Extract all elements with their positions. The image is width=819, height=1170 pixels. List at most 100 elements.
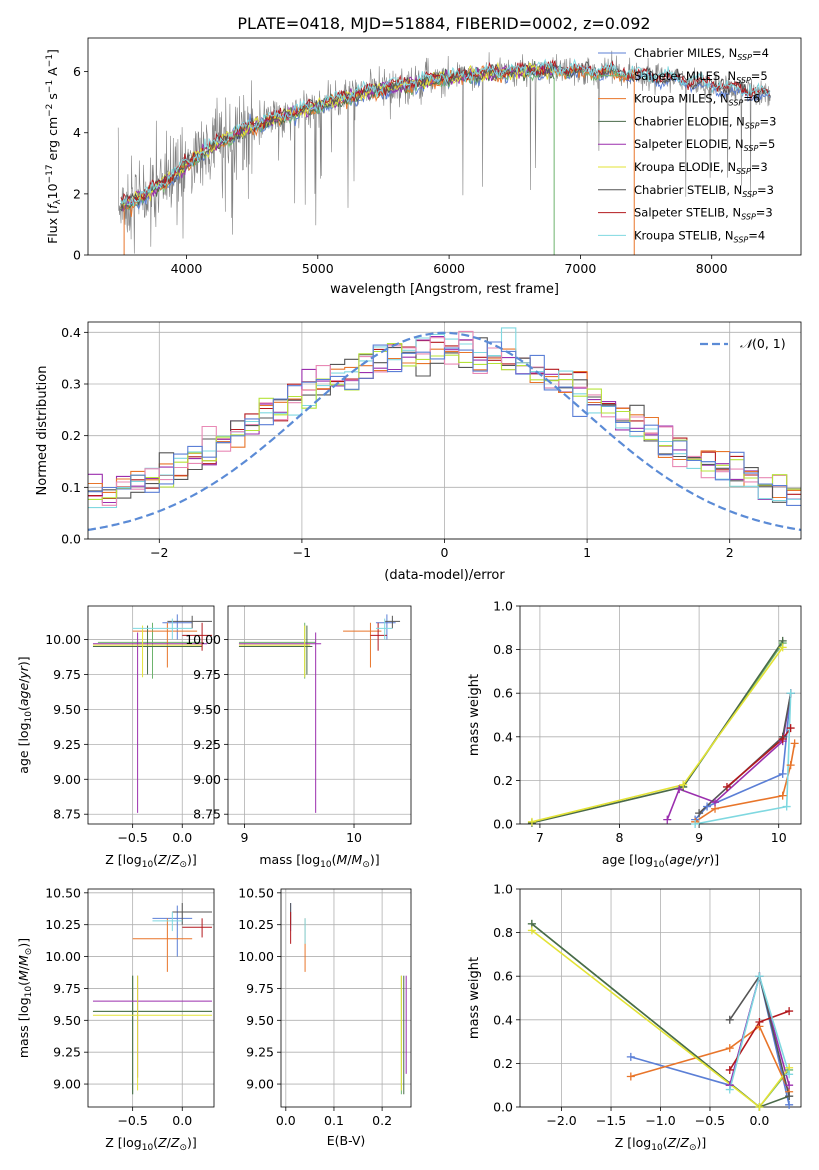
y-tick-label: 9.75 <box>193 667 221 682</box>
y-tick-label: 9.25 <box>246 1045 274 1060</box>
x-tick-label: 5000 <box>302 261 334 276</box>
x-axis-label: Z [log10(Z/Z⊙)] <box>105 1135 197 1153</box>
legend-label: Kroupa STELIB, NSSP=4 <box>634 228 765 244</box>
weight-marker-chabrier_miles <box>778 769 787 778</box>
errorbar-salpeter_elodie <box>92 632 208 813</box>
panel-age_vs_z: −0.5 0.0 8.75 9.00 9.25 9.50 9.75 10.00 Z [log10… <box>16 605 215 870</box>
x-tick-label: −0.5 <box>695 1113 725 1128</box>
legend-label: Chabrier MILES, NSSP=4 <box>634 46 769 62</box>
y-tick-label: 10.25 <box>238 917 274 932</box>
legend-label: Kroupa MILES, NSSP=6 <box>634 92 760 108</box>
weight-marker-salpeter_elodie <box>711 798 720 807</box>
x-tick-label: 2 <box>726 545 734 560</box>
panel-mass_vs_z: −0.5 0.0 9.00 9.25 9.50 9.75 10.00 10.25 10.50 Z … <box>16 885 215 1153</box>
y-axis-label: mass [log10(M/M⊙)] <box>16 938 34 1058</box>
errorbar-kroupa_stelib <box>375 618 393 640</box>
x-tick-label: 8 <box>616 830 624 845</box>
model-spectrum-chabrier_elodie <box>120 60 555 212</box>
errorbar-chabrier_stelib <box>172 903 213 925</box>
weight-marker-salpeter_elodie <box>663 815 672 824</box>
axes-frame <box>227 605 412 825</box>
y-tick-label: 10.00 <box>45 949 81 964</box>
y-tick-label: 8.75 <box>193 807 221 822</box>
y-tick-label: 9.25 <box>193 737 221 752</box>
y-tick-label: 4 <box>73 125 81 140</box>
x-tick-label: 10 <box>771 830 787 845</box>
errorbar-salpeter_elodie <box>238 632 322 813</box>
plot-area-spectrum <box>117 50 772 255</box>
axes-frame <box>87 888 215 1108</box>
weight-marker-kroupa_elodie <box>527 926 536 935</box>
y-tick-label: 0.2 <box>493 1056 513 1071</box>
panel-spectrum: 4000 5000 6000 7000 8000 0 2 4 6 wavelength [Angs… <box>45 37 802 297</box>
y-tick-label: 9.25 <box>53 1045 81 1060</box>
errorbar-kroupa_elodie <box>92 975 213 1091</box>
errorbar-salpeter_stelib <box>182 918 213 938</box>
axes-frame <box>87 37 802 256</box>
y-tick-label: 9.75 <box>53 981 81 996</box>
x-tick-label: −2.0 <box>546 1113 576 1128</box>
x-tick-label: 7 <box>536 830 544 845</box>
errorbar-kroupa_stelib <box>152 911 183 932</box>
weight-marker-chabrier_stelib <box>785 1092 794 1101</box>
y-tick-label: 1.0 <box>493 882 513 897</box>
y-tick-label: 10.25 <box>45 917 81 932</box>
panel-weight_vs_z: −2.0 −1.5 −1.0 −0.5 0.0 0.0 0.2 0.4 0.6 0.8 1.0 mas… <box>467 882 802 1153</box>
x-tick-label: −0.5 <box>117 830 147 845</box>
weight-marker-salpeter_stelib <box>722 782 731 791</box>
y-tick-label: 0.1 <box>61 480 81 495</box>
y-tick-label: 0.8 <box>493 925 513 940</box>
plot-area-age_vs_z <box>92 614 213 813</box>
weight-line-salpeter_elodie <box>666 693 792 820</box>
weight-marker-salpeter_stelib <box>778 734 787 743</box>
weight-marker-chabrier_miles <box>785 1100 794 1109</box>
y-tick-label: 9.75 <box>53 667 81 682</box>
weight-marker-kroupa_miles <box>725 1044 734 1053</box>
y-axis-label: age [log10(age/yr)] <box>16 656 34 773</box>
x-tick-label: 4000 <box>171 261 203 276</box>
y-tick-label: 10.50 <box>45 885 81 900</box>
legend-label: Chabrier STELIB, NSSP=3 <box>634 183 774 199</box>
x-tick-label: −0.5 <box>117 1113 147 1128</box>
weight-marker-kroupa_stelib <box>782 802 791 811</box>
y-tick-label: 9.50 <box>246 1013 274 1028</box>
plot-area-weight_vs_age <box>531 640 796 824</box>
errorbar-chabrier_stelib <box>384 615 401 629</box>
axes-frame <box>280 888 412 1108</box>
y-tick-label: 9.00 <box>53 772 81 787</box>
y-tick-label: 1.0 <box>493 599 513 614</box>
x-tick-label: −1 <box>293 545 311 560</box>
y-tick-label: 0.2 <box>61 428 81 443</box>
weight-line-kroupa_elodie <box>531 646 784 823</box>
errorbar-kroupa_elodie <box>92 625 203 678</box>
model-spectrum-kroupa_elodie <box>120 61 555 209</box>
y-tick-label: 0.3 <box>61 377 81 392</box>
weight-marker-salpeter_stelib <box>785 1007 794 1016</box>
y-tick-label: 9.00 <box>193 772 221 787</box>
errorbar-salpeter_stelib <box>182 622 213 651</box>
errorbar-kroupa_elodie <box>238 625 311 678</box>
panel-residuals: −2 −1 0 1 2 0.0 0.1 0.2 0.3 0.4 𝒩(0, 1) (data-model… <box>35 321 802 583</box>
errorbar-chabrier_elodie <box>238 625 313 675</box>
weight-marker-kroupa_elodie <box>527 817 536 826</box>
x-tick-label: 0.0 <box>749 1113 769 1128</box>
x-tick-label: 0.0 <box>276 1113 296 1128</box>
y-tick-label: 0.8 <box>493 642 513 657</box>
errorbar-kroupa_miles <box>343 622 382 668</box>
y-tick-label: 10.00 <box>45 632 81 647</box>
weight-marker-kroupa_elodie <box>755 1103 764 1111</box>
y-axis-label: Normed distribution <box>35 366 50 496</box>
y-tick-label: 0.6 <box>493 969 513 984</box>
errorbar-salpeter_elodie <box>92 975 213 1078</box>
y-tick-label: 0 <box>73 248 81 263</box>
weight-marker-chabrier_stelib <box>725 1015 734 1024</box>
y-tick-label: 2 <box>73 186 81 201</box>
legend-label: Salpeter ELODIE, NSSP=5 <box>634 137 775 153</box>
errorbar-kroupa_miles <box>132 918 193 972</box>
weight-marker-kroupa_stelib <box>785 1070 794 1079</box>
x-tick-label: 9 <box>695 830 703 845</box>
plot-area-mass_vs_z <box>92 903 213 1095</box>
weight-marker-kroupa_stelib <box>786 689 795 698</box>
y-axis-label: Flux [fλ10−17 erg cm−2 s−1 A−1] <box>45 49 63 244</box>
